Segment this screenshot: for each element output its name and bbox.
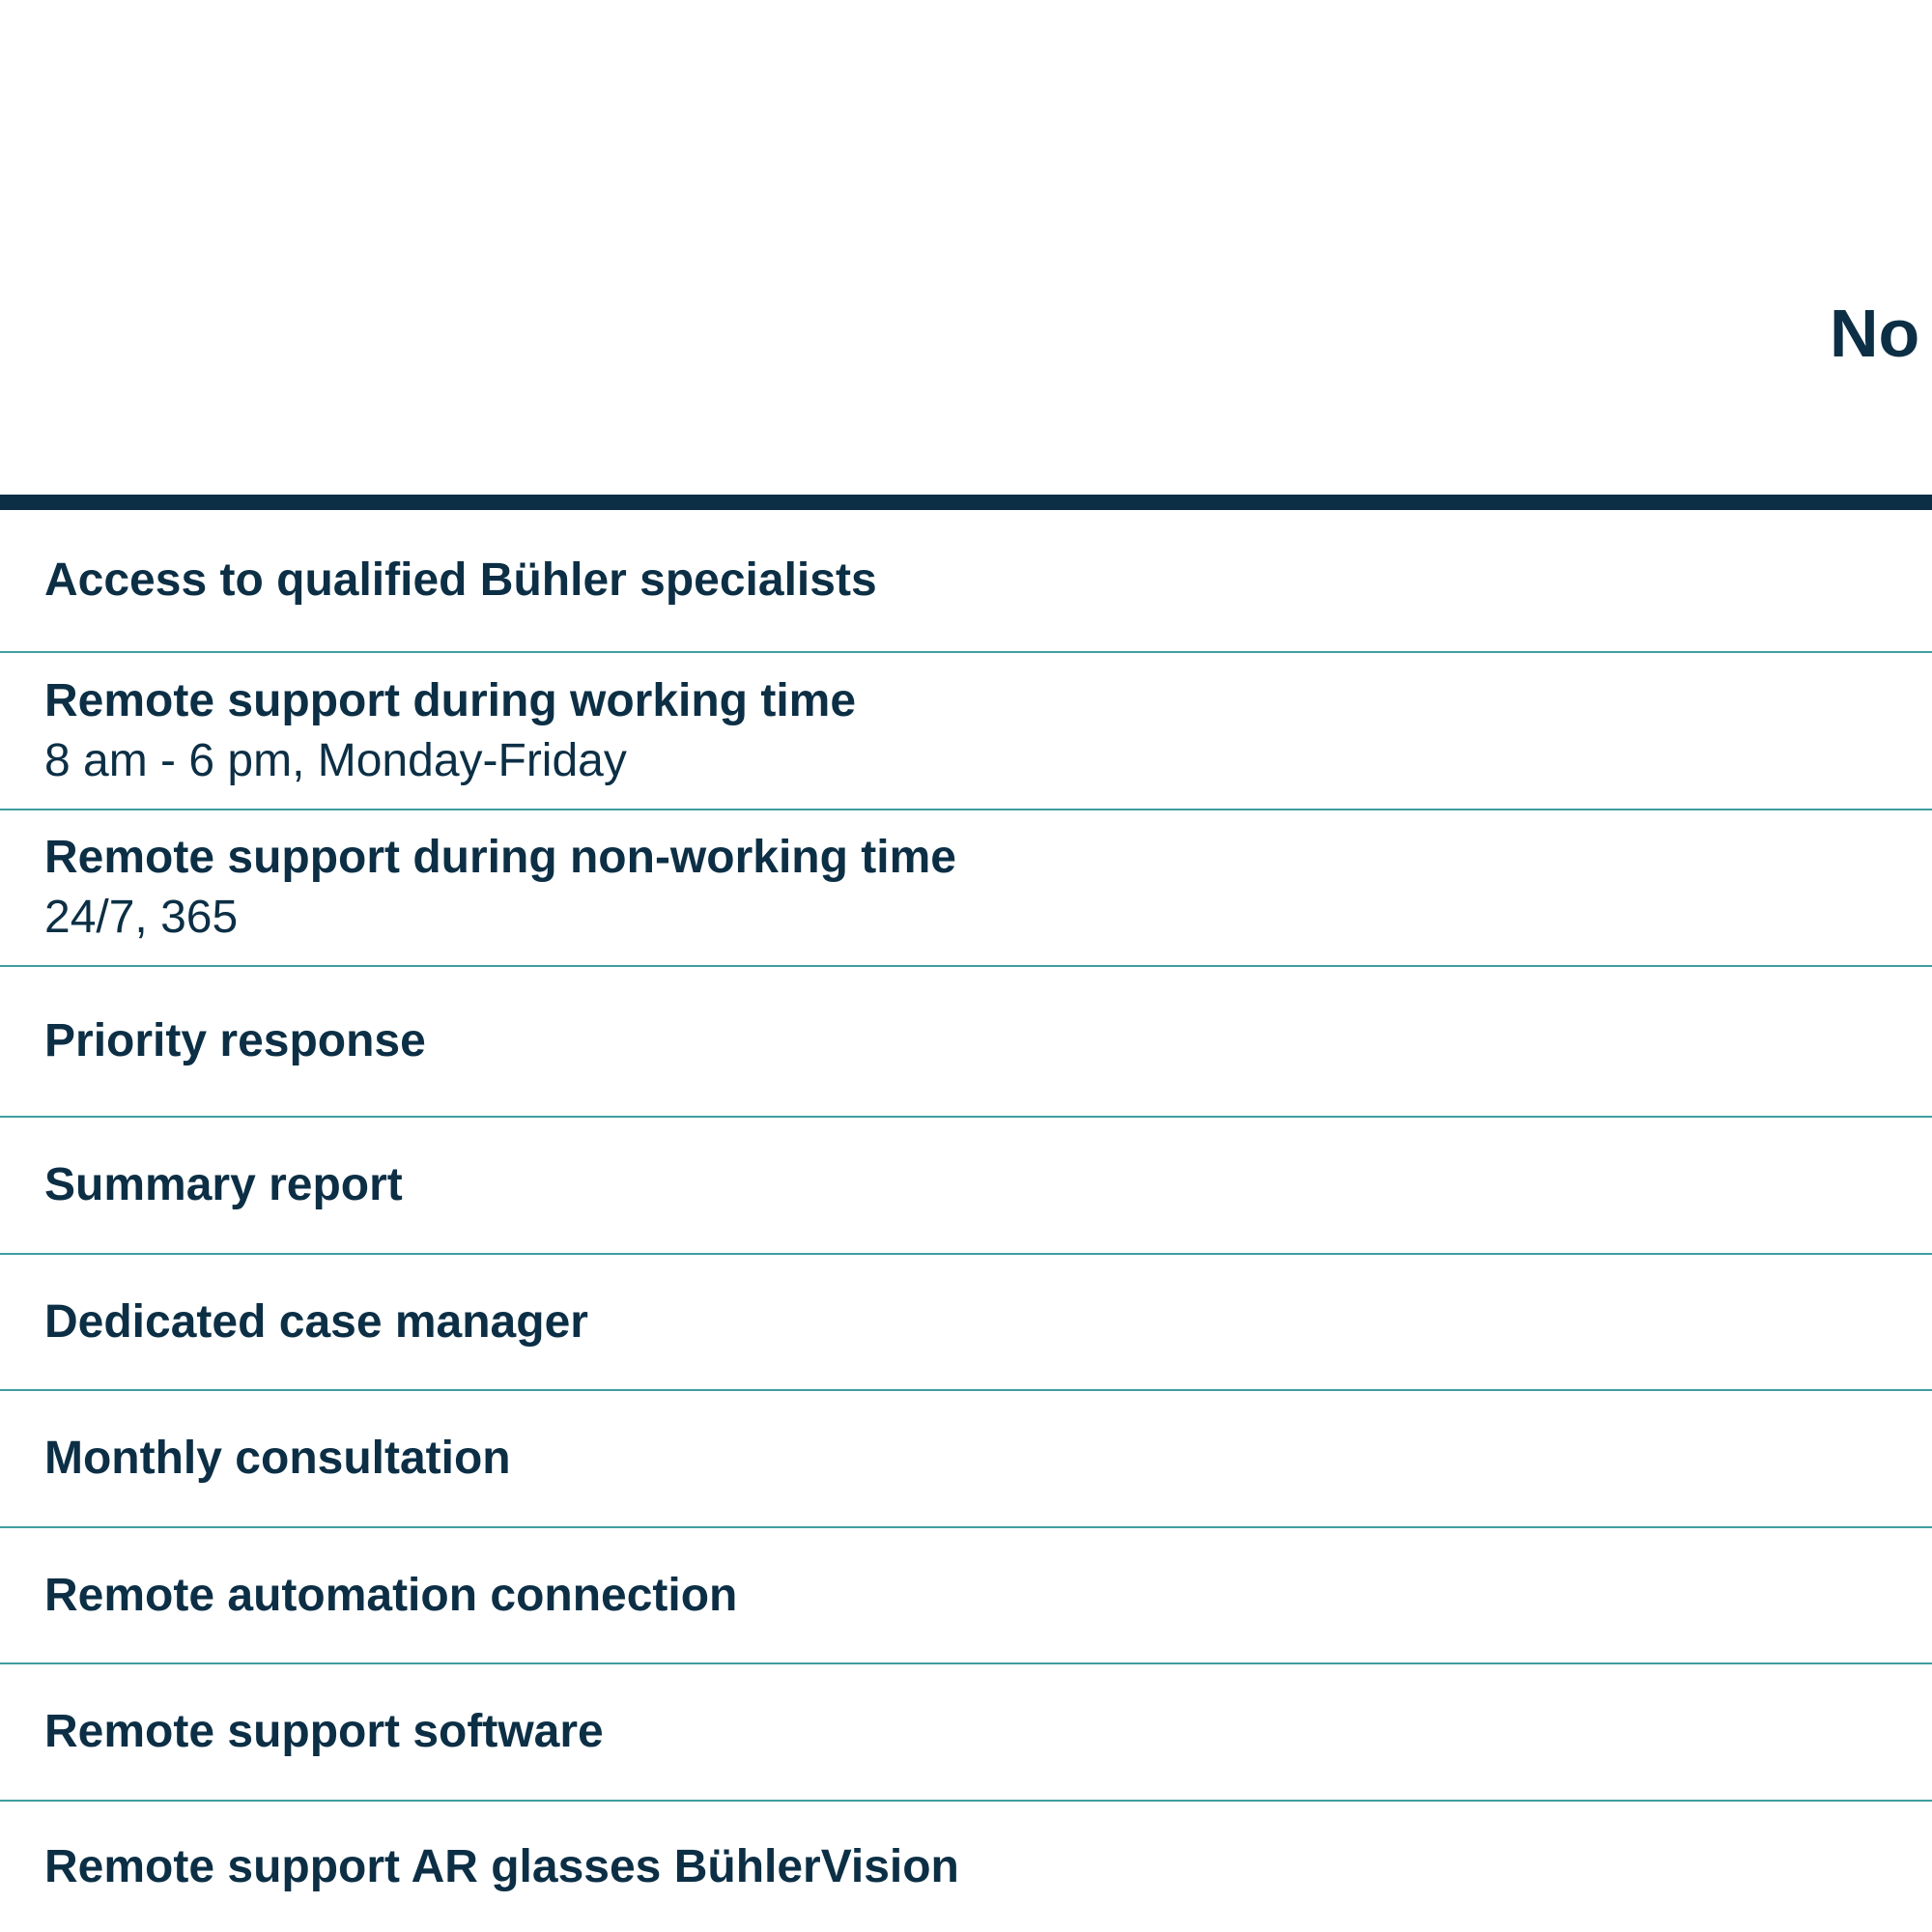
table-row: Priority response [0, 967, 1932, 1118]
table-row: Remote support AR glasses BühlerVision [0, 1802, 1932, 1932]
row-title: Priority response [44, 1015, 426, 1066]
table-header-rule [0, 495, 1932, 510]
row-subtitle: 8 am - 6 pm, Monday-Friday [44, 734, 627, 786]
row-title: Monthly consultation [44, 1433, 511, 1484]
row-title: Remote support during working time [44, 674, 857, 726]
row-title: Access to qualified Bühler specialists [44, 554, 877, 606]
table-row: Monthly consultation [0, 1391, 1932, 1528]
table-row: Remote automation connection [0, 1528, 1932, 1664]
row-title: Summary report [44, 1159, 403, 1210]
row-title: Remote support software [44, 1706, 604, 1757]
feature-table: Access to qualified Bühler specialists R… [0, 510, 1932, 1932]
row-title: Remote support during non-working time [44, 832, 956, 883]
row-title: Remote support AR glasses BühlerVision [44, 1840, 959, 1892]
row-title: Remote automation connection [44, 1569, 738, 1621]
row-subtitle: 24/7, 365 [44, 892, 239, 943]
table-row: Summary report [0, 1118, 1932, 1255]
table-row: Access to qualified Bühler specialists [0, 510, 1932, 653]
row-title: Dedicated case manager [44, 1295, 588, 1348]
column-header-no: No [1830, 296, 1920, 371]
table-row: Remote support during working time 8 am … [0, 653, 1932, 810]
table-row: Dedicated case manager [0, 1255, 1932, 1391]
table-row: Remote support during non-working time 2… [0, 810, 1932, 967]
table-row: Remote support software [0, 1664, 1932, 1802]
